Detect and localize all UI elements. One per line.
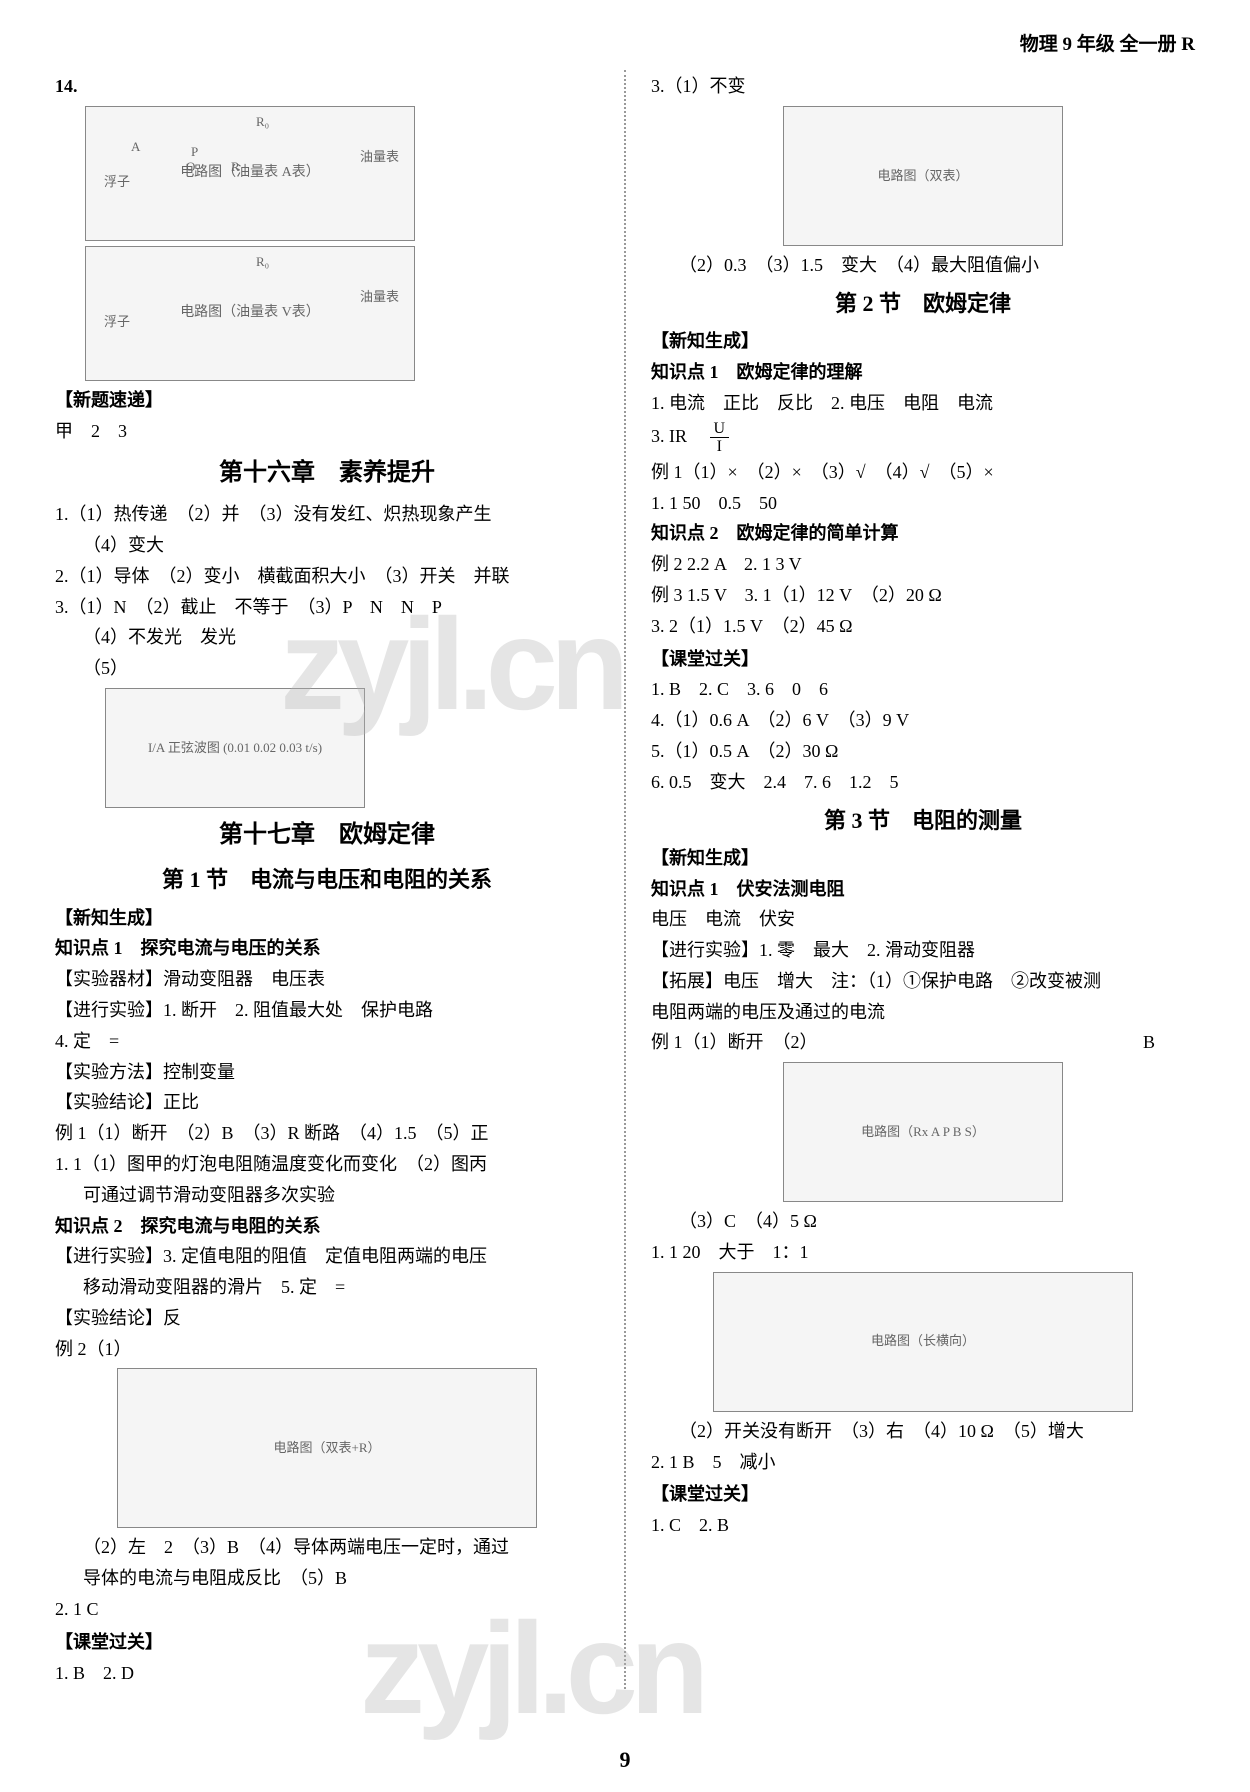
circuit-diagram-1: R₀ A P O R 浮子 油量表 电路图（油量表 A表） xyxy=(85,106,415,241)
exp-proc: 【进行实验】1. 断开 2. 阻值最大处 保护电路 xyxy=(55,996,599,1025)
right-q3-1: 3.（1）不变 xyxy=(651,72,1195,101)
exp-conclusion-2: 【实验结论】反 xyxy=(55,1304,599,1333)
exp-proc-3: 【进行实验】1. 零 最大 2. 滑动变阻器 xyxy=(651,936,1195,965)
chapter-16-title: 第十六章 素养提升 xyxy=(55,454,599,492)
right-2-1: 2. 1 B 5 减小 xyxy=(651,1448,1195,1477)
chapter-17-title: 第十七章 欧姆定律 xyxy=(55,816,599,854)
heading-xinzhi-2: 【新知生成】 xyxy=(651,327,1195,356)
circuit-diagram-right-1: 电路图（双表） xyxy=(783,106,1063,246)
right-1-1b: 1. 1 50 0.5 50 xyxy=(651,489,1195,518)
exp-equip: 【实验器材】滑动变阻器 电压表 xyxy=(55,965,599,994)
example-2-1: 例 2（1） xyxy=(55,1335,599,1364)
circuit-diagram-3: 电路图（双表+R） xyxy=(117,1368,537,1528)
right-q3-2: （2）0.3 （3）1.5 变大 （4）最大阻值偏小 xyxy=(651,251,1195,280)
circuit-diagram-right-3: 电路图（长横向） xyxy=(713,1272,1133,1412)
page-number: 9 xyxy=(620,1742,631,1777)
ketang-r-6: 6. 0.5 变大 2.4 7. 6 1.2 5 xyxy=(651,768,1195,797)
column-divider xyxy=(624,70,626,1689)
left-column: 14. R₀ A P O R 浮子 油量表 电路图（油量表 A表） R₀ 浮子 … xyxy=(55,70,599,1689)
fraction-u-over-i: UI xyxy=(710,420,730,456)
right-3-line1: 电压 电流 伏安 xyxy=(651,905,1195,934)
prob-1-1b: 可通过调节滑动变阻器多次实验 xyxy=(55,1181,599,1210)
exp-method: 【实验方法】控制变量 xyxy=(55,1058,599,1087)
heading-ketang-3: 【课堂过关】 xyxy=(651,1480,1195,1509)
exp-proc-2: 【进行实验】3. 定值电阻的阻值 定值电阻两端的电压 xyxy=(55,1242,599,1271)
circuit-diagram-right-2: 电路图（Rx A P B S） xyxy=(783,1062,1063,1202)
ch16-q3: 3.（1）N （2）截止 不等于 （3）P N N P xyxy=(55,593,599,622)
page-header: 物理 9 年级 全一册 R xyxy=(55,30,1195,60)
ch16-q3c: （5） xyxy=(55,654,599,683)
xinti-answer: 甲 2 3 xyxy=(55,417,599,446)
exp-proc-2b: 移动滑动变阻器的滑片 5. 定 = xyxy=(55,1273,599,1302)
knowledge-point-1: 知识点 1 探究电流与电压的关系 xyxy=(55,934,599,963)
ketang-r-4: 4.（1）0.6 A （2）6 V （3）9 V xyxy=(651,706,1195,735)
tuozhan: 【拓展】电压 增大 注：（1）①保护电路 ②改变被测 xyxy=(651,967,1195,996)
prob-1-1: 1. 1（1）图甲的灯泡电阻随温度变化而变化 （2）图丙 xyxy=(55,1150,599,1179)
ch16-q1: 1.（1）热传递 （2）并 （3）没有发红、炽热现象产生 xyxy=(55,500,599,529)
prob-2-1: 2. 1 C xyxy=(55,1595,599,1624)
ketang-3-answer: 1. C 2. B xyxy=(651,1511,1195,1540)
example-2-1c: 导体的电流与电阻成反比 （5）B xyxy=(55,1564,599,1593)
kp-1-right-3: 知识点 1 伏安法测电阻 xyxy=(651,875,1195,904)
heading-ketang-2: 【课堂过关】 xyxy=(651,645,1195,674)
ketang-r-5: 5.（1）0.5 A （2）30 Ω xyxy=(651,737,1195,766)
kp-1-right: 知识点 1 欧姆定律的理解 xyxy=(651,358,1195,387)
exp-conclusion: 【实验结论】正比 xyxy=(55,1088,599,1117)
heading-xinti: 【新题速递】 xyxy=(55,386,599,415)
right-1-1: 1. 电流 正比 反比 2. 电压 电阻 电流 xyxy=(651,389,1195,418)
example-1-1: 例 1（1）断开 （2）B （3）R 断路 （4）1.5 （5）正 xyxy=(55,1119,599,1148)
right-1-1-20: 1. 1 20 大于 1：1 xyxy=(651,1238,1195,1267)
knowledge-point-2: 知识点 2 探究电流与电阻的关系 xyxy=(55,1212,599,1241)
ketang-r-1: 1. B 2. C 3. 6 0 6 xyxy=(651,675,1195,704)
section-1-title: 第 1 节 电流与电压和电阻的关系 xyxy=(55,862,599,897)
example-1-right: 例 1（1）× （2）× （3）√ （4）√ （5）× xyxy=(651,458,1195,487)
diagram-3-b: （2）开关没有断开 （3）右 （4）10 Ω （5）增大 xyxy=(651,1417,1195,1446)
heading-xinzhi-1: 【新知生成】 xyxy=(55,904,599,933)
example-1-right-3: 例 1（1）断开 （2） B xyxy=(651,1028,1195,1057)
example-2-right: 例 2 2.2 A 2. 1 3 V xyxy=(651,550,1195,579)
section-3-title: 第 3 节 电阻的测量 xyxy=(651,803,1195,838)
ketang-1-answer: 1. B 2. D xyxy=(55,1659,599,1688)
heading-xinzhi-3: 【新知生成】 xyxy=(651,844,1195,873)
ch16-q2: 2.（1）导体 （2）变小 横截面积大小 （3）开关 并联 xyxy=(55,562,599,591)
ch16-q1b: （4）变大 xyxy=(55,531,599,560)
sine-graph: I/A 正弦波图 (0.01 0.02 0.03 t/s) xyxy=(105,688,365,808)
tuozhan-b: 电阻两端的电压及通过的电流 xyxy=(651,998,1195,1027)
circuit-diagram-2: R₀ 浮子 油量表 电路图（油量表 V表） xyxy=(85,246,415,381)
right-3-2: 3. 2（1）1.5 V （2）45 Ω xyxy=(651,612,1195,641)
question-number-14: 14. xyxy=(55,76,78,96)
heading-ketang-1: 【课堂过关】 xyxy=(55,1628,599,1657)
example-2-1b: （2）左 2 （3）B （4）导体两端电压一定时，通过 xyxy=(55,1533,599,1562)
example-1-right-3b: （3）C （4）5 Ω xyxy=(651,1207,1195,1236)
section-2-title: 第 2 节 欧姆定律 xyxy=(651,286,1195,321)
ch16-q3b: （4）不发光 发光 xyxy=(55,623,599,652)
example-3-right: 例 3 1.5 V 3. 1（1）12 V （2）20 Ω xyxy=(651,581,1195,610)
right-column: 3.（1）不变 电路图（双表） （2）0.3 （3）1.5 变大 （4）最大阻值… xyxy=(651,70,1195,1689)
kp-2-right: 知识点 2 欧姆定律的简单计算 xyxy=(651,519,1195,548)
line-4: 4. 定 = xyxy=(55,1027,599,1056)
two-column-layout: 14. R₀ A P O R 浮子 油量表 电路图（油量表 A表） R₀ 浮子 … xyxy=(55,70,1195,1689)
right-1-3: 3. IR UI xyxy=(651,420,1195,456)
